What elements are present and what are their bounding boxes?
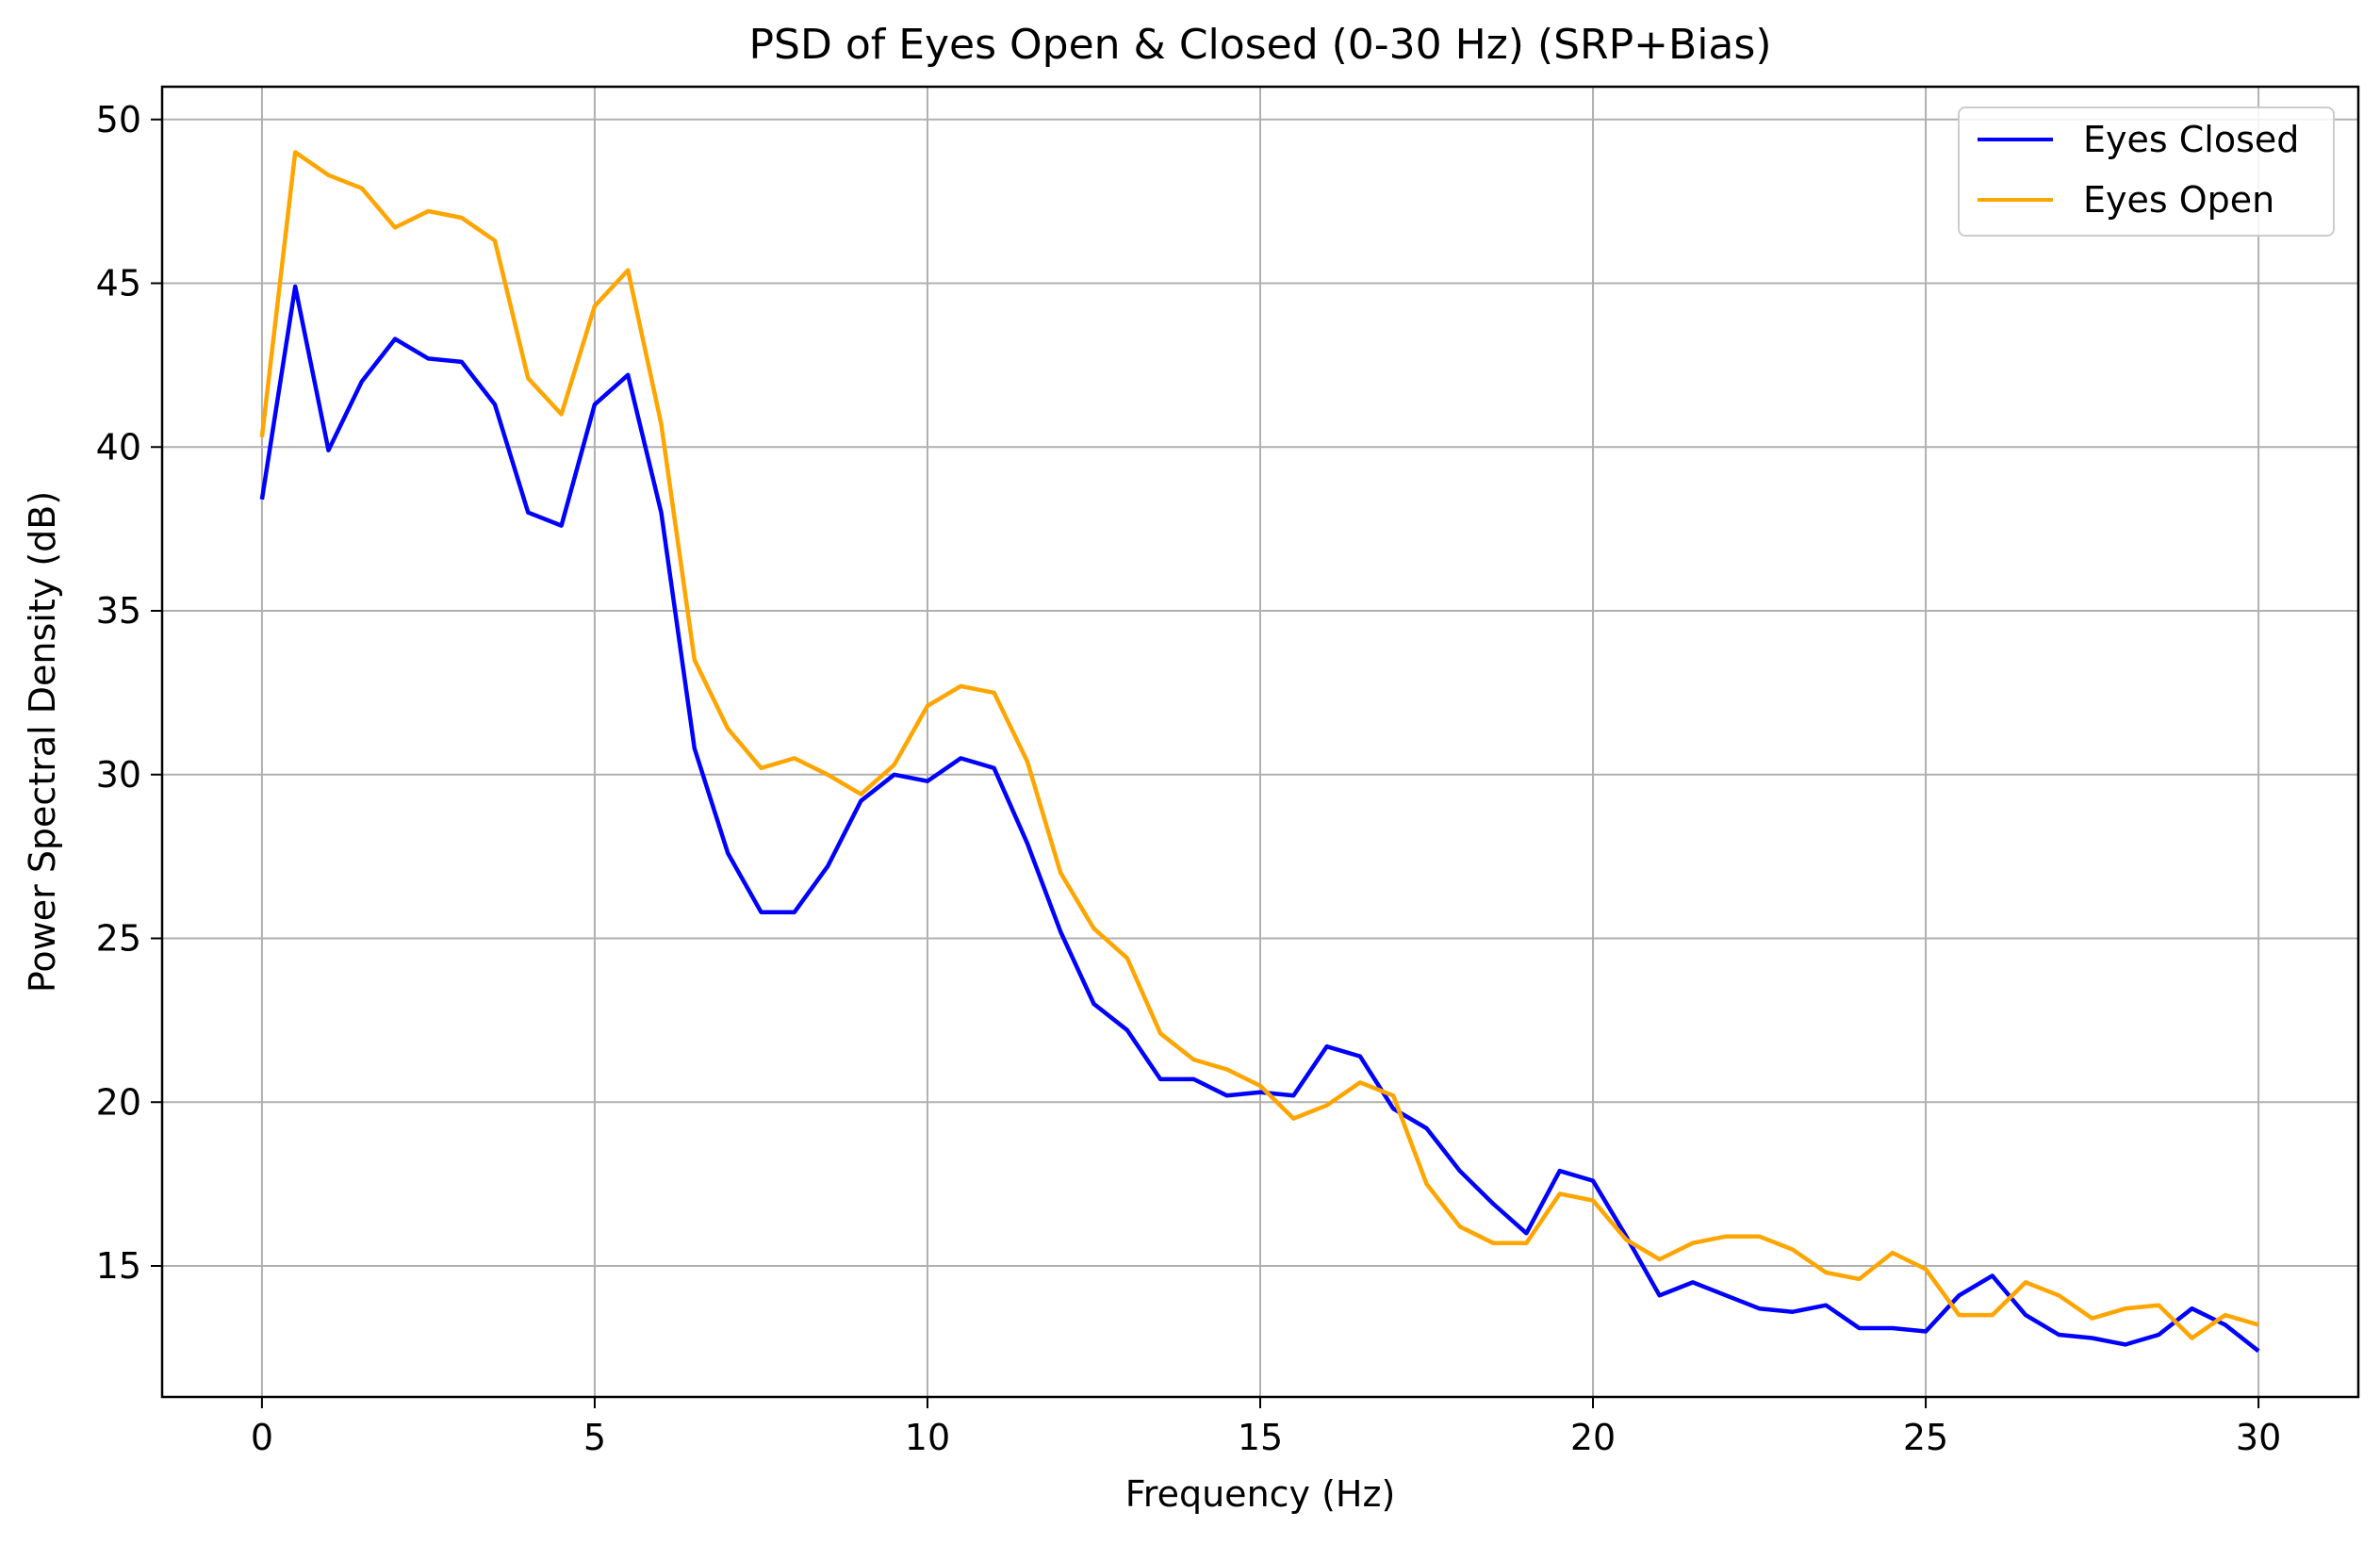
x-tick-label: 30 <box>2236 1417 2281 1458</box>
x-tick-label: 10 <box>905 1417 950 1458</box>
series-line-eyes-open <box>259 150 2259 1340</box>
x-tick-label: 15 <box>1238 1417 1283 1458</box>
series-lines <box>259 150 2260 1354</box>
chart-title: PSD of Eyes Open & Closed (0-30 Hz) (SRP… <box>748 21 1771 69</box>
axis-ticks: 0 5 10 15 20 25 30 15 20 25 30 35 40 45 50 <box>96 99 2282 1458</box>
y-axis-label: Power Spectral Density (dB) <box>22 491 63 993</box>
x-tick-label: 0 <box>251 1417 273 1458</box>
y-tick-label: 20 <box>96 1081 141 1123</box>
grid-lines <box>162 87 2358 1397</box>
x-axis-label: Frequency (Hz) <box>1125 1473 1396 1515</box>
y-tick-label: 15 <box>96 1245 141 1287</box>
y-tick-label: 30 <box>96 754 141 796</box>
series-line-eyes-closed <box>259 284 2260 1354</box>
y-tick-label: 40 <box>96 426 141 468</box>
legend-label-eyes-closed: Eyes Closed <box>2083 119 2299 160</box>
y-tick-label: 35 <box>96 590 141 632</box>
legend-label-eyes-open: Eyes Open <box>2083 179 2274 221</box>
y-tick-label: 50 <box>96 99 141 140</box>
x-tick-label: 5 <box>583 1417 606 1458</box>
legend: Eyes Closed Eyes Open <box>1958 107 2335 237</box>
x-tick-label: 20 <box>1570 1417 1616 1458</box>
x-tick-label: 25 <box>1903 1417 1948 1458</box>
y-tick-label: 25 <box>96 918 141 960</box>
y-tick-label: 45 <box>96 263 141 304</box>
